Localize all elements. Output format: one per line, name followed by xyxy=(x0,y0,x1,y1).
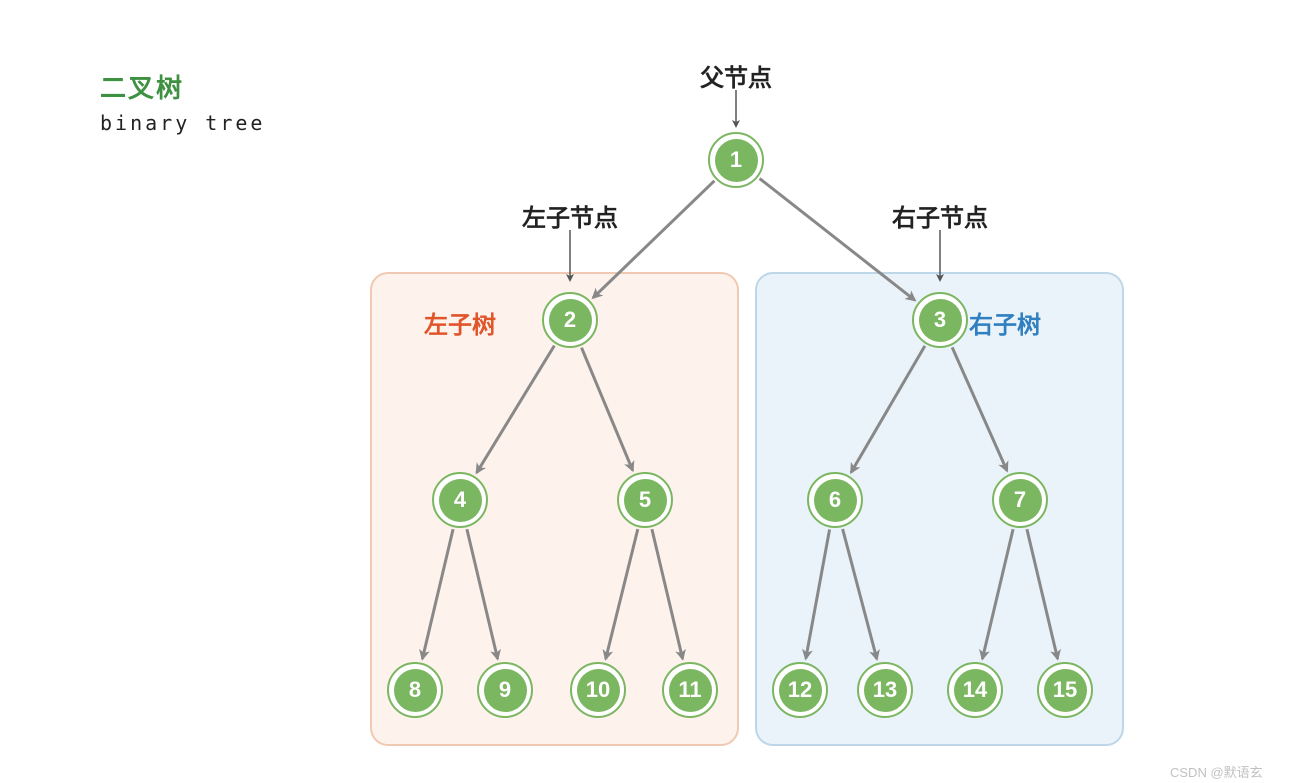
right-child-label: 右子节点 xyxy=(860,198,1020,233)
tree-node-label: 12 xyxy=(779,669,822,712)
left-child-label: 左子节点 xyxy=(490,198,650,233)
tree-node-label: 2 xyxy=(549,299,592,342)
tree-node: 9 xyxy=(477,662,533,718)
tree-node: 3 xyxy=(912,292,968,348)
tree-node: 8 xyxy=(387,662,443,718)
tree-node-label: 3 xyxy=(919,299,962,342)
tree-node: 12 xyxy=(772,662,828,718)
tree-node: 13 xyxy=(857,662,913,718)
left-subtree-label: 左子树 xyxy=(380,305,540,340)
tree-node: 6 xyxy=(807,472,863,528)
tree-node-label: 15 xyxy=(1044,669,1087,712)
tree-node-label: 6 xyxy=(814,479,857,522)
tree-node: 1 xyxy=(708,132,764,188)
tree-node-label: 4 xyxy=(439,479,482,522)
tree-node-label: 1 xyxy=(715,139,758,182)
tree-node: 4 xyxy=(432,472,488,528)
watermark-text: CSDN @默语玄 xyxy=(1170,762,1263,781)
tree-node-label: 11 xyxy=(669,669,712,712)
tree-node: 10 xyxy=(570,662,626,718)
parent-node-label: 父节点 xyxy=(656,58,816,93)
tree-node: 15 xyxy=(1037,662,1093,718)
tree-node-label: 14 xyxy=(954,669,997,712)
diagram-root: { "canvas": { "width": 1311, "height": 7… xyxy=(0,0,1311,783)
title-chinese: 二叉树 xyxy=(100,68,265,105)
tree-node-label: 9 xyxy=(484,669,527,712)
tree-node-label: 10 xyxy=(577,669,620,712)
title-block: 二叉树 binary tree xyxy=(100,68,265,135)
title-english: binary tree xyxy=(100,111,265,135)
tree-node: 14 xyxy=(947,662,1003,718)
tree-node: 5 xyxy=(617,472,673,528)
tree-node-label: 8 xyxy=(394,669,437,712)
tree-node: 2 xyxy=(542,292,598,348)
tree-node: 11 xyxy=(662,662,718,718)
tree-node: 7 xyxy=(992,472,1048,528)
tree-node-label: 13 xyxy=(864,669,907,712)
tree-node-label: 7 xyxy=(999,479,1042,522)
tree-node-label: 5 xyxy=(624,479,667,522)
